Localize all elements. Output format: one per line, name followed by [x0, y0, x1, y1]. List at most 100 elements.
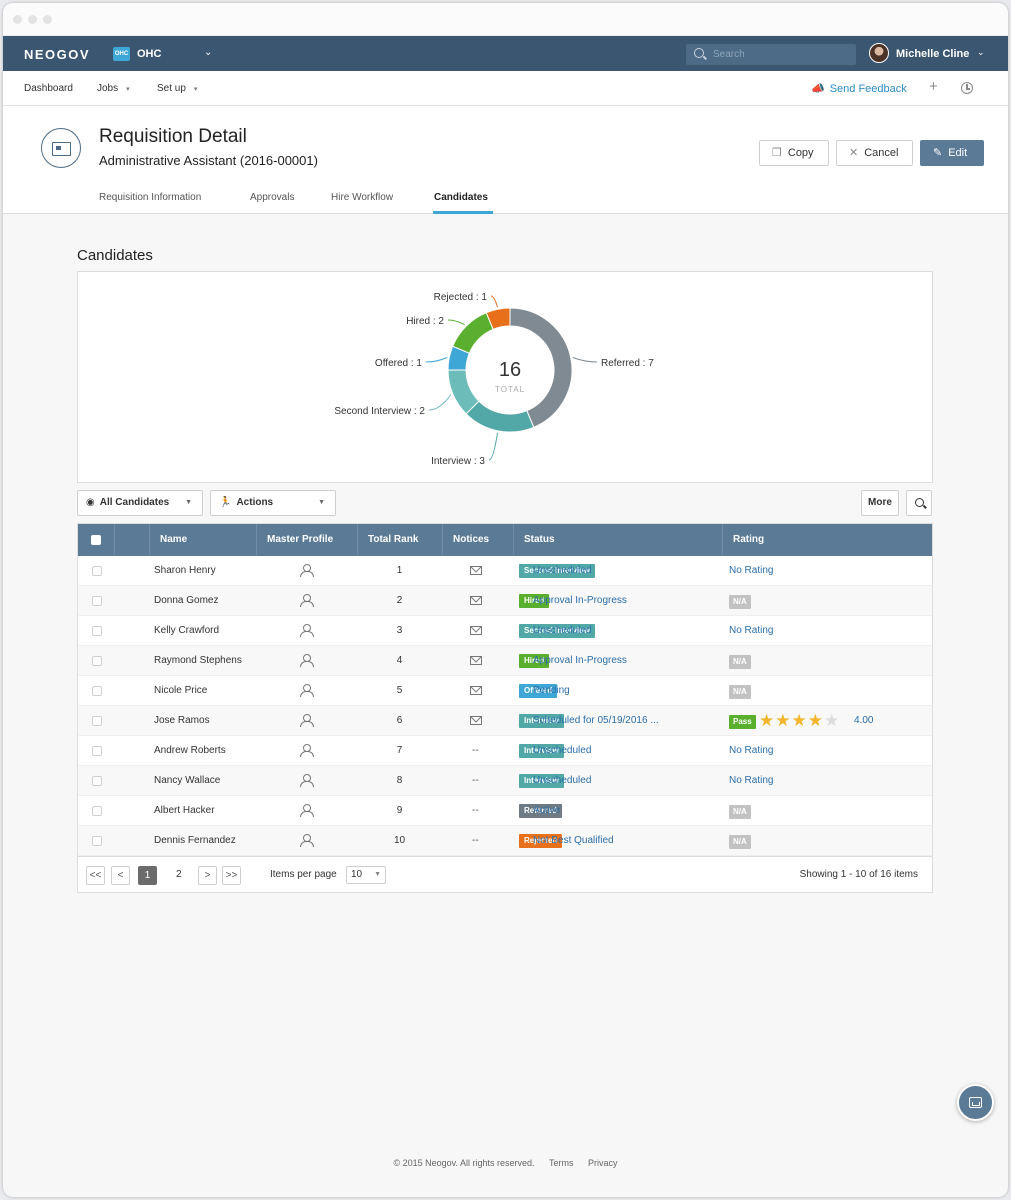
- terms-link[interactable]: Terms: [549, 1158, 574, 1168]
- next-page-button[interactable]: >: [198, 866, 217, 885]
- master-profile-icon[interactable]: [300, 594, 314, 607]
- column-header-status[interactable]: Status: [513, 524, 722, 556]
- row-checkbox[interactable]: [92, 596, 102, 606]
- window-close-dot[interactable]: [13, 15, 22, 24]
- search-button[interactable]: [906, 490, 932, 516]
- last-page-button[interactable]: >>: [222, 866, 241, 885]
- candidate-name[interactable]: Albert Hacker: [154, 805, 215, 816]
- table-row[interactable]: Kelly Crawford 3 Second Interview Unschedul…: [78, 616, 932, 646]
- donut-slice-hired[interactable]: [452, 312, 494, 354]
- candidate-name[interactable]: Andrew Roberts: [154, 745, 226, 756]
- candidate-name[interactable]: Nicole Price: [154, 685, 208, 696]
- table-row[interactable]: Dennis Fernandez 10 -- Rejected Not Best Qua…: [78, 826, 932, 856]
- mail-icon[interactable]: [470, 566, 482, 575]
- user-menu-chevron-icon[interactable]: ⌄: [977, 47, 985, 57]
- master-profile-icon[interactable]: [300, 684, 314, 697]
- rating-link[interactable]: No Rating: [729, 745, 774, 756]
- table-row[interactable]: Donna Gomez 2 Hired Approval In-Progress N/A: [78, 586, 932, 616]
- mail-icon[interactable]: [470, 716, 482, 725]
- rating-link[interactable]: No Rating: [729, 775, 774, 786]
- items-per-page-select[interactable]: 10 ▼: [346, 866, 386, 884]
- table-row[interactable]: Andrew Roberts 7 -- Interview Unscheduled No …: [78, 736, 932, 766]
- master-profile-icon[interactable]: [300, 654, 314, 667]
- status-detail-link[interactable]: Not Best Qualified: [533, 835, 614, 846]
- edit-button[interactable]: ✎ Edit: [920, 140, 984, 166]
- row-checkbox[interactable]: [92, 746, 102, 756]
- table-row[interactable]: Nancy Wallace 8 -- Interview Unscheduled No R…: [78, 766, 932, 796]
- table-row[interactable]: Raymond Stephens 4 Hired Approval In-Progre…: [78, 646, 932, 676]
- master-profile-icon[interactable]: [300, 744, 314, 757]
- user-avatar[interactable]: [869, 43, 889, 63]
- row-checkbox[interactable]: [92, 806, 102, 816]
- page-1-button[interactable]: 1: [138, 866, 157, 885]
- master-profile-icon[interactable]: [300, 624, 314, 637]
- mail-icon[interactable]: [470, 626, 482, 635]
- donut-slice-interview[interactable]: [465, 400, 535, 433]
- star-icon[interactable]: ★: [807, 711, 824, 730]
- nav-jobs[interactable]: Jobs ▾: [97, 83, 130, 94]
- master-profile-icon[interactable]: [300, 804, 314, 817]
- row-checkbox[interactable]: [92, 776, 102, 786]
- row-checkbox[interactable]: [92, 626, 102, 636]
- donut-slice-rejected[interactable]: [485, 307, 511, 331]
- select-all-checkbox[interactable]: [91, 535, 101, 545]
- column-header-total-rank[interactable]: Total Rank: [357, 524, 442, 556]
- candidate-name[interactable]: Raymond Stephens: [154, 655, 242, 666]
- candidate-name[interactable]: Kelly Crawford: [154, 625, 220, 636]
- star-icon[interactable]: ★: [824, 711, 841, 730]
- send-feedback-link[interactable]: 📣 Send Feedback: [811, 82, 907, 95]
- row-checkbox[interactable]: [92, 716, 102, 726]
- inbox-fab-button[interactable]: [957, 1084, 994, 1121]
- actions-dropdown[interactable]: 🏃 Actions ▼: [210, 490, 336, 516]
- status-detail-link[interactable]: Active: [533, 805, 561, 816]
- global-search-input[interactable]: Search: [686, 44, 856, 65]
- candidate-name[interactable]: Jose Ramos: [154, 715, 210, 726]
- candidate-name[interactable]: Sharon Henry: [154, 565, 216, 576]
- all-candidates-dropdown[interactable]: ◉ All Candidates ▼: [77, 490, 203, 516]
- cancel-button[interactable]: ✕ Cancel: [836, 140, 913, 166]
- clock-icon[interactable]: [961, 82, 973, 94]
- column-header-name[interactable]: Name: [149, 524, 256, 556]
- window-maximize-dot[interactable]: [43, 15, 52, 24]
- star-icon[interactable]: ★: [759, 711, 776, 730]
- mail-icon[interactable]: [470, 656, 482, 665]
- column-header-master-profile[interactable]: Master Profile: [256, 524, 357, 556]
- column-header-rating[interactable]: Rating: [722, 524, 932, 556]
- tab-requisition-information[interactable]: Requisition Information: [99, 192, 202, 203]
- org-switcher-label[interactable]: OHC: [137, 48, 162, 60]
- status-detail-link[interactable]: Pending: [533, 685, 570, 696]
- table-row[interactable]: Sharon Henry 1 Second Interview Unscheduled…: [78, 556, 932, 586]
- star-icon[interactable]: ★: [791, 711, 808, 730]
- status-detail-link[interactable]: Unscheduled: [533, 565, 592, 576]
- star-rating[interactable]: ★★★★★: [759, 711, 840, 731]
- status-detail-link[interactable]: Unscheduled: [533, 775, 592, 786]
- mail-icon[interactable]: [470, 686, 482, 695]
- status-detail-link[interactable]: Unscheduled: [533, 625, 592, 636]
- first-page-button[interactable]: <<: [86, 866, 105, 885]
- plus-icon[interactable]: +: [929, 78, 938, 95]
- row-checkbox[interactable]: [92, 836, 102, 846]
- master-profile-icon[interactable]: [300, 834, 314, 847]
- privacy-link[interactable]: Privacy: [588, 1158, 618, 1168]
- neogov-logo[interactable]: NEOGOV: [24, 47, 91, 62]
- mail-icon[interactable]: [470, 596, 482, 605]
- master-profile-icon[interactable]: [300, 714, 314, 727]
- row-checkbox[interactable]: [92, 686, 102, 696]
- candidate-name[interactable]: Dennis Fernandez: [154, 835, 236, 846]
- candidate-name[interactable]: Donna Gomez: [154, 595, 219, 606]
- chevron-down-icon[interactable]: ⌄: [204, 47, 213, 58]
- status-detail-link[interactable]: Unscheduled: [533, 745, 592, 756]
- master-profile-icon[interactable]: [300, 774, 314, 787]
- user-name[interactable]: Michelle Cline: [896, 48, 970, 60]
- table-row[interactable]: Nicole Price 5 Offered Pending N/A: [78, 676, 932, 706]
- tab-approvals[interactable]: Approvals: [250, 192, 295, 203]
- column-header-notices[interactable]: Notices: [442, 524, 513, 556]
- nav-dashboard[interactable]: Dashboard: [24, 83, 73, 94]
- nav-setup[interactable]: Set up ▾: [157, 83, 197, 94]
- row-checkbox[interactable]: [92, 566, 102, 576]
- tab-candidates[interactable]: Candidates: [434, 192, 488, 203]
- status-detail-link[interactable]: Approval In-Progress: [533, 595, 627, 606]
- window-minimize-dot[interactable]: [28, 15, 37, 24]
- table-row[interactable]: Jose Ramos 6 Interview Scheduled for 05/19/…: [78, 706, 932, 736]
- status-detail-link[interactable]: Approval In-Progress: [533, 655, 627, 666]
